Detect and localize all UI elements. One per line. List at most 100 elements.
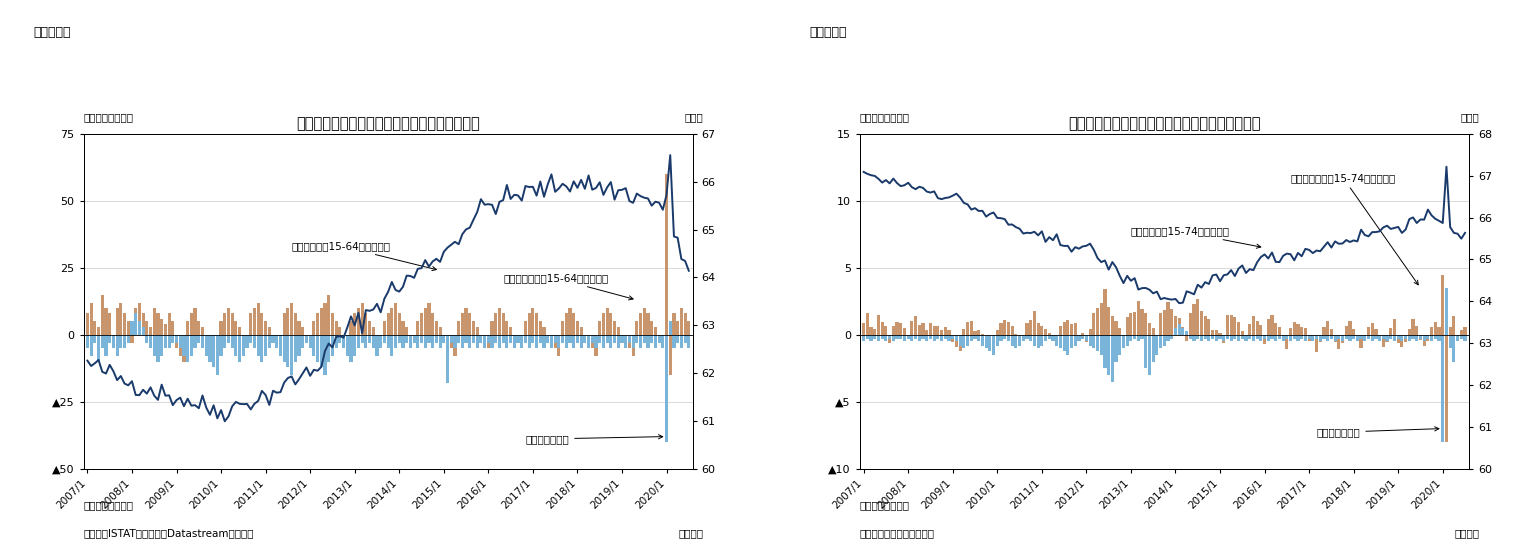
Text: （％）: （％） — [1461, 112, 1479, 122]
Bar — [680, 335, 683, 348]
Bar — [925, 330, 928, 335]
Bar — [131, 335, 134, 343]
Bar — [1199, 335, 1202, 341]
Bar — [111, 335, 116, 348]
Bar — [650, 321, 653, 335]
Bar — [673, 314, 676, 335]
Bar — [345, 335, 349, 343]
Bar — [435, 321, 438, 335]
Bar — [469, 335, 472, 348]
Bar — [304, 335, 307, 343]
Bar — [1452, 316, 1455, 335]
Bar — [974, 335, 977, 339]
Bar — [90, 302, 93, 335]
Bar — [665, 174, 668, 335]
Bar — [1300, 327, 1303, 335]
Bar — [204, 335, 209, 356]
Text: 失業者数の変化: 失業者数の変化 — [1317, 427, 1438, 437]
Bar — [397, 314, 400, 335]
Bar — [1096, 308, 1099, 335]
Bar — [1263, 335, 1266, 339]
Bar — [142, 327, 145, 335]
Bar — [1318, 335, 1321, 342]
Bar — [245, 335, 248, 348]
Bar — [175, 335, 178, 348]
Bar — [1300, 335, 1303, 339]
Bar — [1297, 324, 1300, 335]
Bar — [1099, 304, 1103, 335]
Bar — [621, 335, 624, 343]
Text: 非労働者人口（15-64才）の変化: 非労働者人口（15-64才）の変化 — [504, 273, 633, 300]
Bar — [1240, 335, 1243, 339]
Bar — [1256, 335, 1259, 339]
Bar — [1055, 335, 1058, 340]
Bar — [1449, 327, 1452, 335]
Bar — [428, 302, 431, 335]
Bar — [371, 335, 374, 348]
Bar — [320, 308, 323, 335]
Bar — [1431, 335, 1434, 341]
Bar — [1137, 301, 1140, 335]
Bar — [1282, 335, 1285, 341]
Bar — [970, 321, 973, 335]
Bar — [1437, 328, 1441, 335]
Bar — [1330, 329, 1333, 335]
Bar — [988, 335, 991, 345]
Bar — [683, 335, 686, 343]
Bar — [1444, 288, 1447, 335]
Bar — [1441, 275, 1444, 335]
Bar — [505, 335, 508, 348]
Bar — [1271, 315, 1274, 335]
Bar — [1352, 329, 1355, 335]
Bar — [1374, 335, 1377, 339]
Bar — [234, 321, 237, 335]
Bar — [654, 327, 658, 335]
Bar — [116, 335, 119, 356]
Bar — [1457, 335, 1460, 337]
Bar — [105, 308, 108, 335]
Bar — [237, 327, 240, 335]
Bar — [309, 335, 312, 343]
Bar — [1059, 335, 1062, 348]
Bar — [126, 335, 129, 343]
Bar — [887, 335, 892, 339]
Bar — [1192, 335, 1196, 341]
Bar — [601, 314, 604, 335]
Bar — [431, 314, 434, 335]
Bar — [353, 335, 356, 356]
Bar — [1225, 315, 1230, 335]
Bar — [624, 335, 627, 343]
Bar — [915, 316, 918, 335]
Bar — [900, 335, 903, 339]
Bar — [528, 335, 531, 348]
Bar — [1423, 335, 1426, 345]
Bar — [907, 335, 910, 339]
Bar — [160, 319, 163, 335]
Bar — [1047, 335, 1050, 339]
Bar — [402, 321, 405, 335]
Bar — [175, 335, 178, 343]
Bar — [1464, 335, 1467, 341]
Bar — [350, 335, 353, 362]
Bar — [479, 335, 482, 343]
Bar — [1040, 326, 1044, 335]
Bar — [312, 335, 315, 356]
Bar — [1344, 326, 1348, 335]
Bar — [301, 327, 304, 335]
Bar — [884, 335, 887, 341]
Bar — [1026, 323, 1029, 335]
Bar — [1073, 335, 1078, 345]
Bar — [1119, 335, 1122, 355]
Bar — [1251, 316, 1256, 335]
Bar — [139, 302, 142, 335]
Text: 非労働者人口（15-74才）の変化: 非労働者人口（15-74才）の変化 — [1291, 173, 1419, 285]
Bar — [1122, 335, 1125, 348]
Bar — [1411, 335, 1414, 339]
Bar — [616, 327, 619, 335]
Bar — [1390, 328, 1393, 335]
Bar — [397, 335, 400, 343]
Bar — [1251, 335, 1256, 341]
Bar — [149, 335, 152, 348]
Bar — [1415, 326, 1419, 335]
Bar — [988, 335, 991, 351]
